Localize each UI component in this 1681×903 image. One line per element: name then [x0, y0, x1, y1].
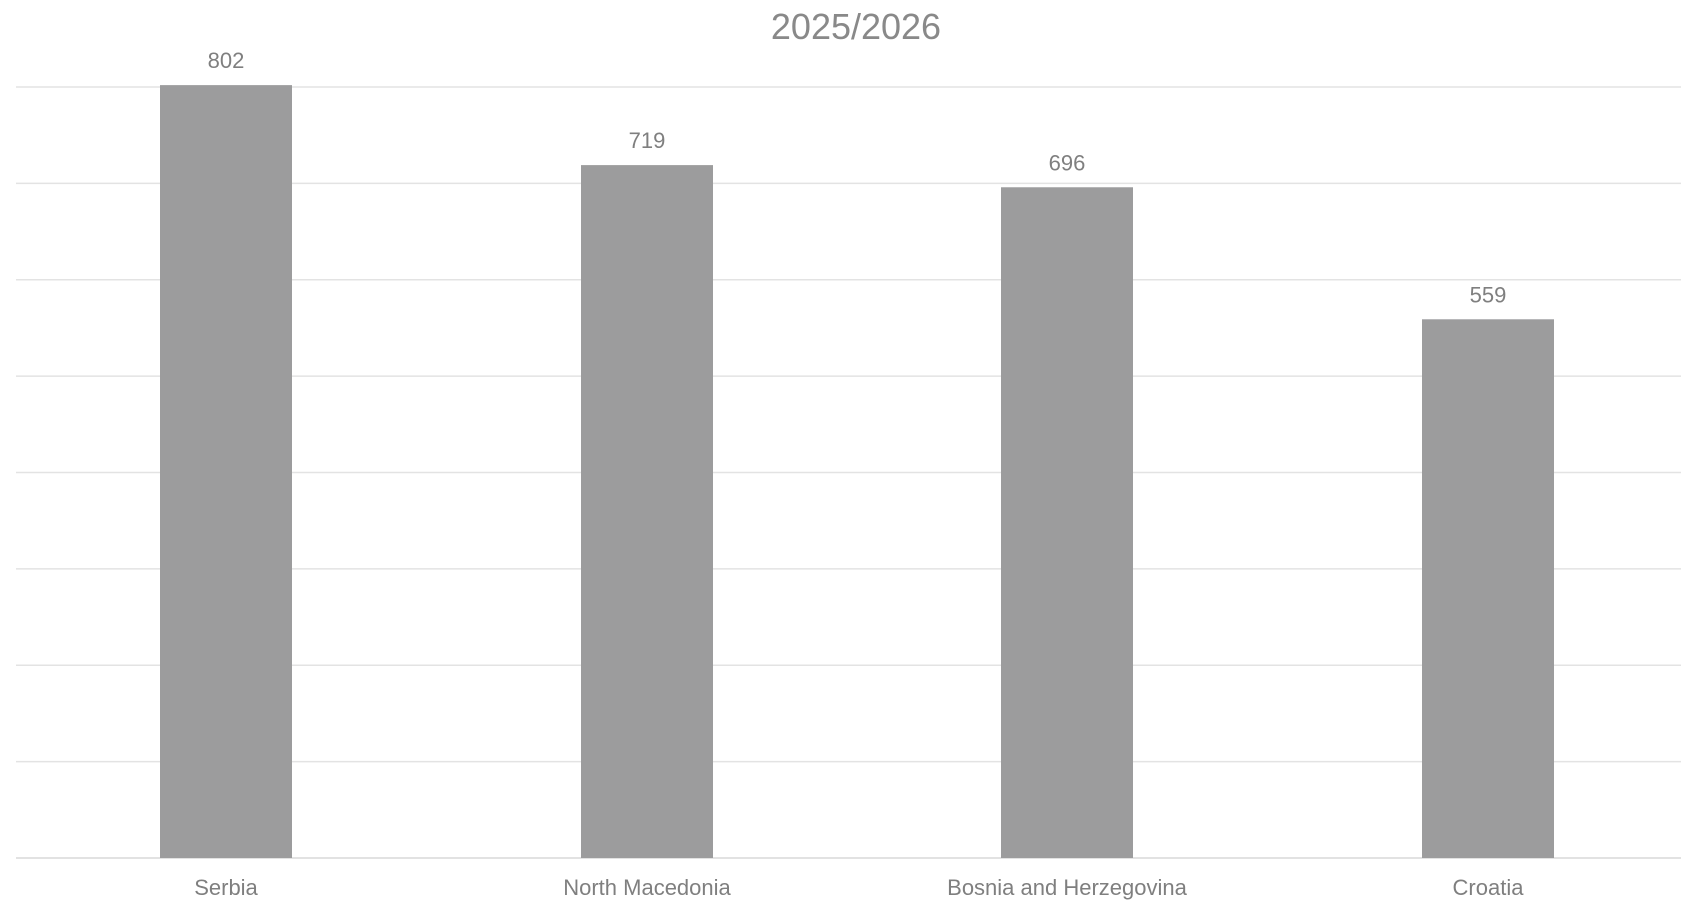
data-label: 696 [1049, 150, 1086, 175]
data-labels: 802 719 696 559 [208, 48, 1507, 307]
bar-bosnia-and-herzegovina [1001, 187, 1133, 859]
chart-title: 2025/2026 [770, 6, 942, 47]
category-label: Serbia [194, 875, 258, 900]
data-label: 559 [1470, 282, 1507, 307]
category-labels: Serbia North Macedonia Bosnia and Herzegov… [194, 875, 1524, 900]
data-label: 802 [208, 48, 245, 73]
bar-north-macedonia [581, 165, 713, 858]
bars [160, 85, 1554, 859]
category-label: Croatia [1453, 875, 1525, 900]
bar-croatia [1422, 319, 1554, 858]
bar-serbia [160, 85, 292, 858]
gridlines [16, 86, 1681, 859]
data-label: 719 [629, 128, 666, 153]
category-label: Bosnia and Herzegovina [947, 875, 1187, 900]
category-label: North Macedonia [563, 875, 731, 900]
